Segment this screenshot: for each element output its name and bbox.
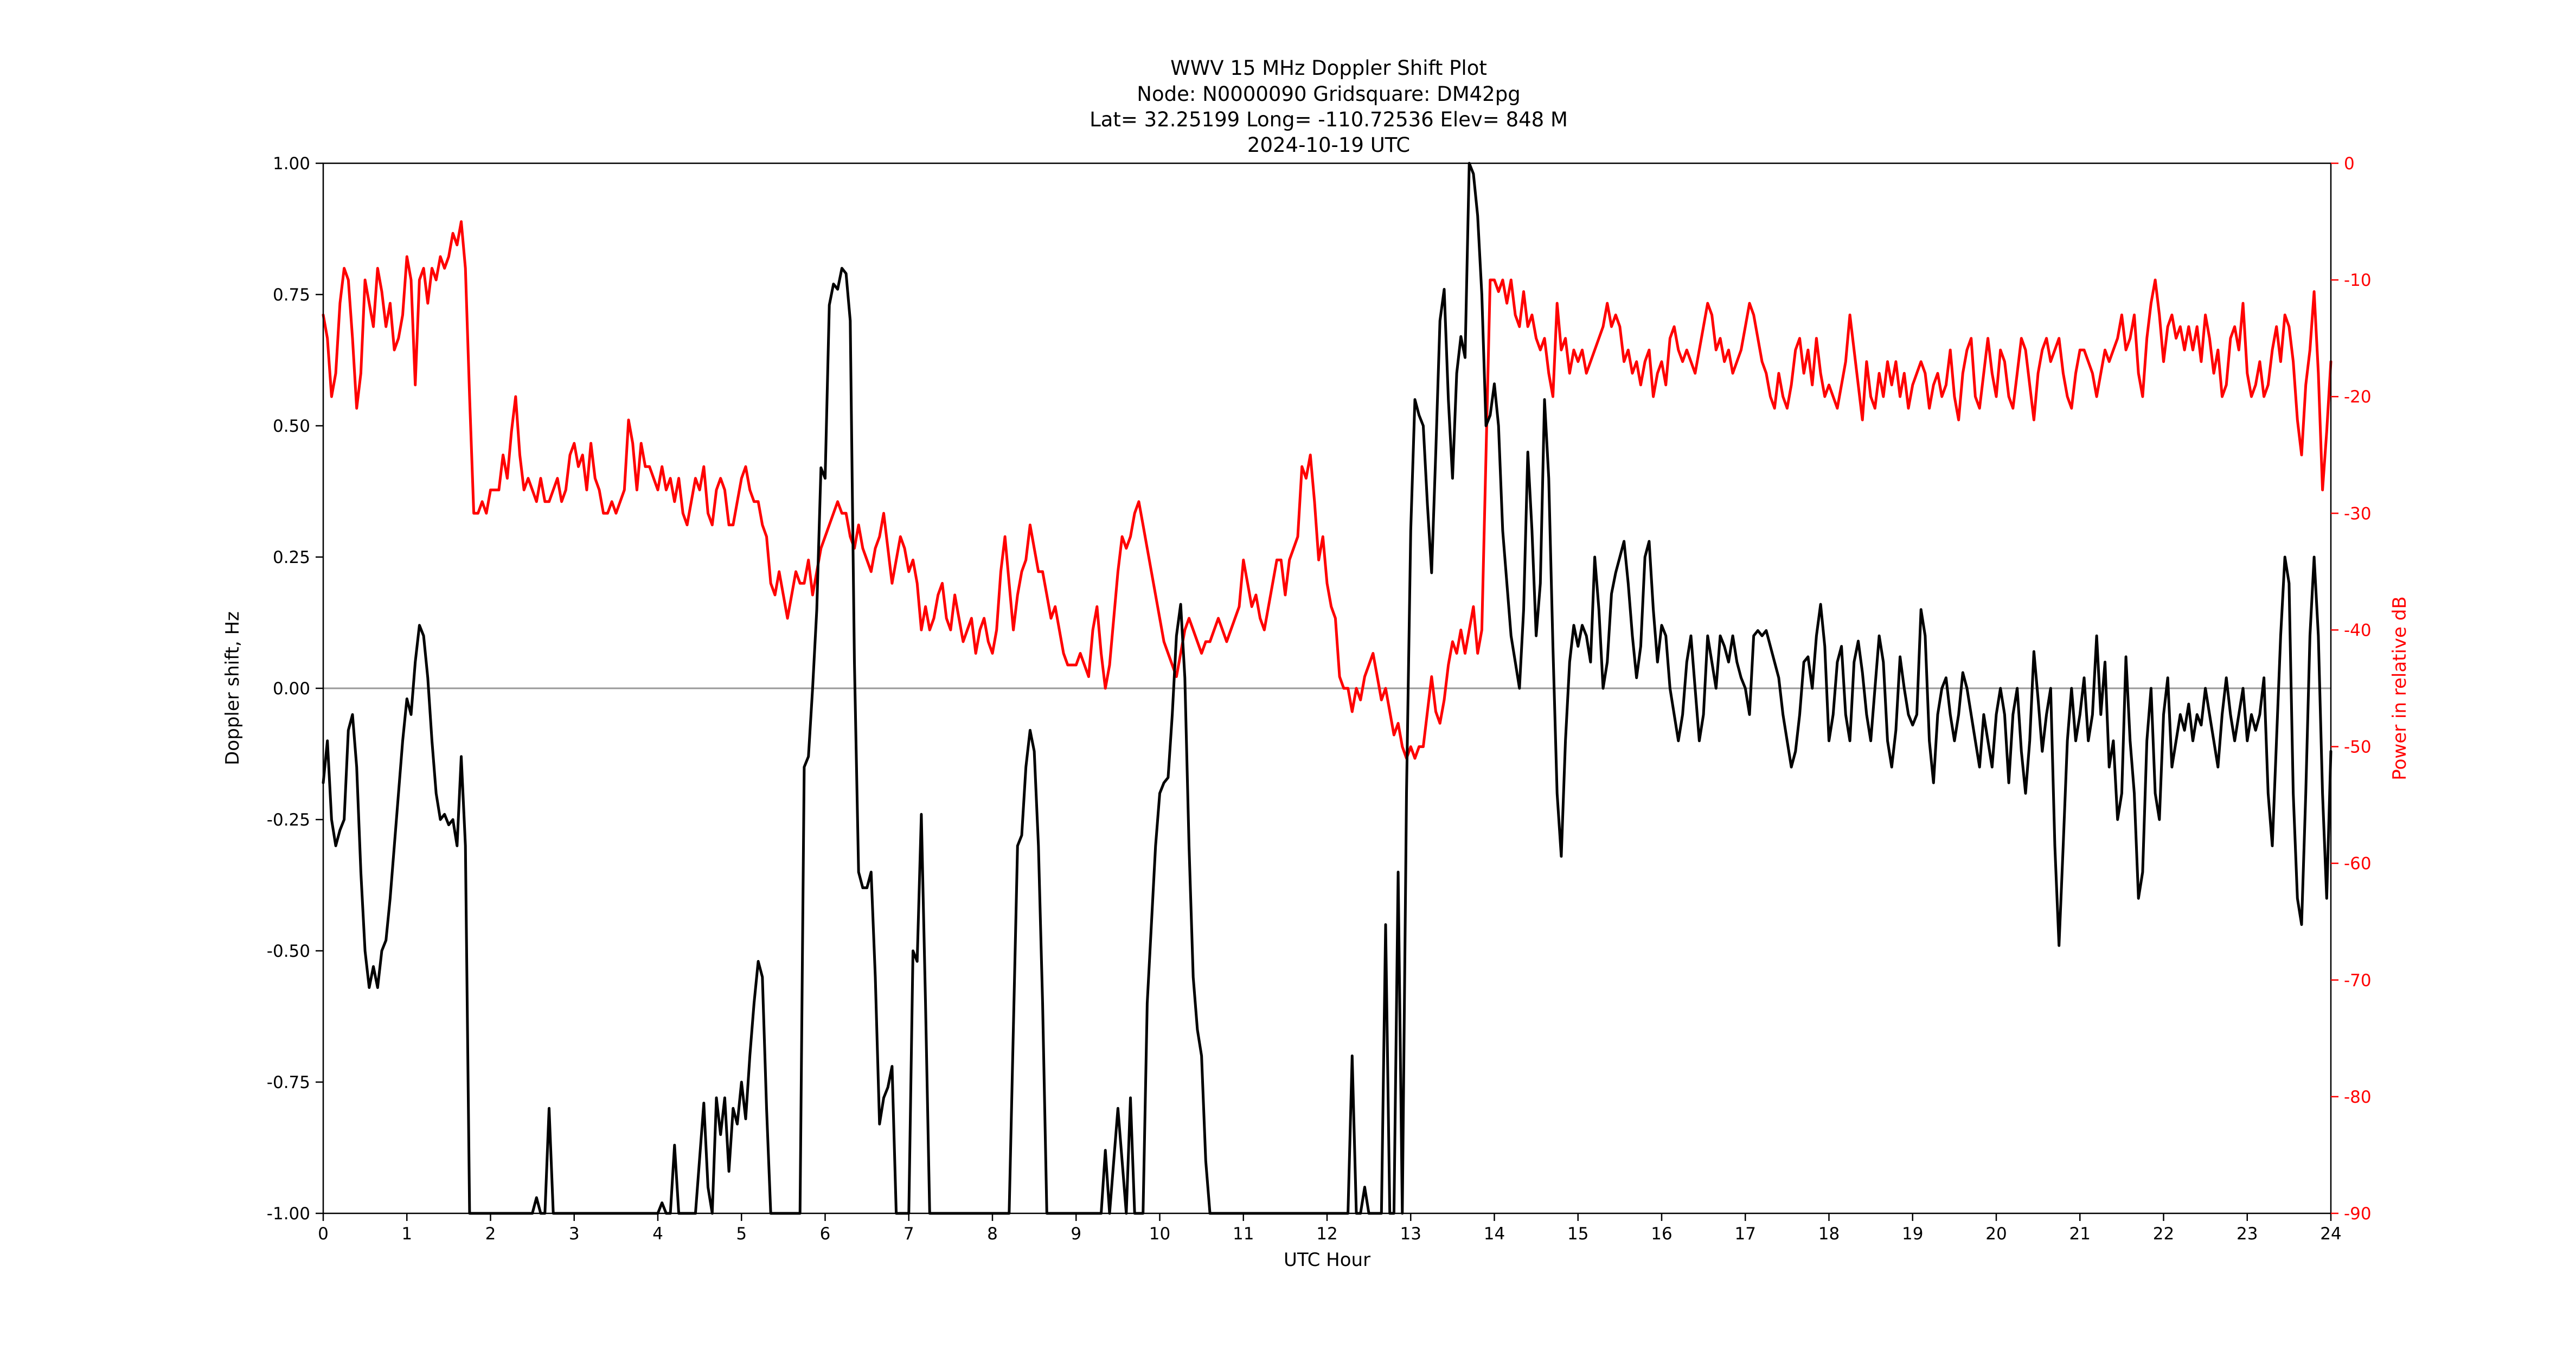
title-line-2: Node: N0000090 Gridsquare: DM42pg [1137,82,1520,106]
x-tick-label: 8 [987,1224,998,1244]
right-y-tick-label: -50 [2344,738,2372,757]
left-y-tick-label: -0.75 [267,1073,310,1092]
title-line-4: 2024-10-19 UTC [1247,133,1410,157]
x-tick-label: 19 [1902,1224,1923,1244]
x-tick-label: 20 [1985,1224,2007,1244]
x-tick-label: 16 [1651,1224,1672,1244]
x-tick-label: 10 [1149,1224,1170,1244]
plot-lines [322,162,2333,1215]
x-tick-label: 23 [2237,1224,2258,1244]
right-y-axis: -90 -80 -70 -60 -50 -40 -30 -20 -10 0 [2331,154,2372,1224]
left-y-tick-label: 0.75 [273,285,310,305]
x-tick-label: 4 [652,1224,663,1244]
left-y-tick-label: 0.50 [273,417,310,436]
right-y-tick-label: -90 [2344,1204,2372,1224]
x-tick-label: 5 [736,1224,747,1244]
left-y-tick-label: -0.25 [267,810,310,830]
left-y-axis-label: Doppler shift, Hz [222,611,243,765]
title-line-1: WWV 15 MHz Doppler Shift Plot [1170,56,1487,80]
x-tick-label: 7 [903,1224,914,1244]
left-y-tick-label: 1.00 [273,154,310,174]
left-y-tick-label: -0.50 [267,942,310,961]
x-tick-label: 24 [2320,1224,2341,1244]
x-tick-label: 3 [569,1224,580,1244]
x-tick-label: 15 [1567,1224,1588,1244]
x-tick-label: 21 [2069,1224,2091,1244]
x-axis-label: UTC Hour [1284,1249,1370,1271]
x-tick-label: 1 [401,1224,412,1244]
x-tick-label: 13 [1400,1224,1421,1244]
right-y-axis-label: Power in relative dB [2389,596,2411,780]
right-y-tick-label: -30 [2344,504,2372,523]
x-tick-label: 12 [1316,1224,1337,1244]
left-y-axis: -1.00 -0.75 -0.50 -0.25 0.00 0.25 0.50 0.75 1.00 [267,154,323,1224]
x-tick-label: 6 [820,1224,831,1244]
right-y-tick-label: -60 [2344,854,2372,874]
x-tick-label: 18 [1818,1224,1840,1244]
x-tick-label: 14 [1484,1224,1505,1244]
left-y-tick-label: 0.25 [273,548,310,567]
right-y-tick-label: 0 [2344,154,2355,174]
right-y-tick-label: -80 [2344,1088,2372,1107]
x-axis: 0 1 2 3 4 5 6 7 8 9 10 11 12 13 14 15 16 17 18 19 20 21 22 23 24 [318,1213,2342,1244]
left-y-tick-label: -1.00 [267,1204,310,1224]
left-y-tick-label: 0.00 [273,679,310,699]
right-y-tick-label: -40 [2344,621,2372,640]
x-tick-label: 0 [318,1224,329,1244]
right-y-tick-label: -20 [2344,387,2372,407]
x-tick-label: 22 [2153,1224,2174,1244]
x-tick-label: 11 [1233,1224,1254,1244]
right-y-tick-label: -70 [2344,971,2372,990]
doppler-shift-line [322,162,2333,1215]
x-tick-label: 9 [1071,1224,1081,1244]
x-tick-label: 2 [485,1224,496,1244]
right-y-tick-label: -10 [2344,271,2372,290]
x-tick-label: 17 [1735,1224,1756,1244]
title-line-3: Lat= 32.25199 Long= -110.72536 Elev= 848… [1090,108,1568,131]
power-db-line [322,220,2333,760]
chart-title: WWV 15 MHz Doppler Shift Plot Node: N000… [1090,56,1568,157]
